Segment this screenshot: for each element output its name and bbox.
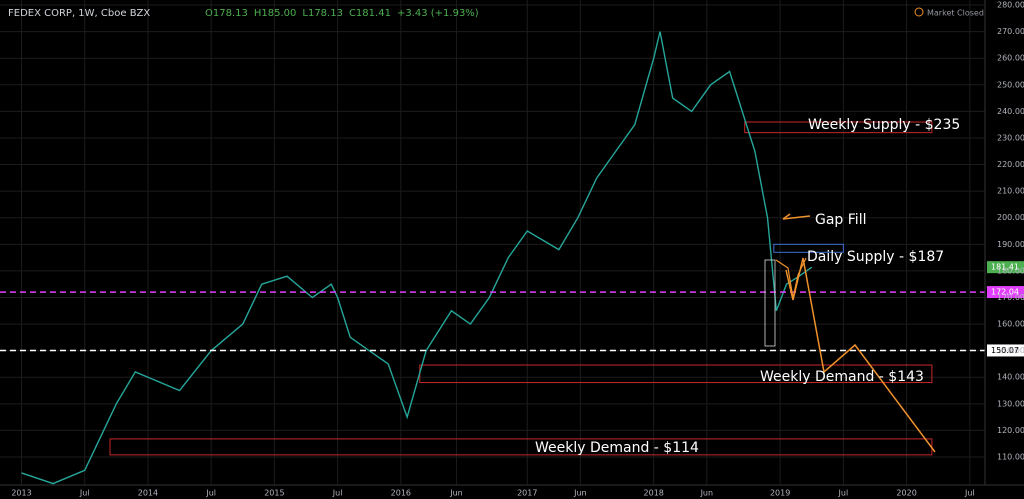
price-tag xyxy=(987,261,1024,274)
price-line xyxy=(21,31,813,485)
zone-label: Daily Supply - $187 xyxy=(807,249,944,265)
projection-arrow xyxy=(785,257,936,453)
zone-label: Weekly Demand - $143 xyxy=(760,369,924,385)
y-tick-label: 240.00 xyxy=(997,107,1024,116)
ohlc-value: O178.13 xyxy=(205,8,248,19)
x-tick-label: 2014 xyxy=(138,489,158,498)
price-tag xyxy=(987,344,1024,357)
y-tick-label: 190.00 xyxy=(997,240,1024,249)
y-tick-label: 270.00 xyxy=(997,27,1024,36)
y-tick-label: 180.00 xyxy=(997,266,1024,275)
x-tick-label: Jul xyxy=(964,489,975,498)
status-icon xyxy=(914,7,924,17)
y-tick-label: 140.00 xyxy=(997,373,1024,382)
price-tag-label: 181.41 xyxy=(991,263,1019,272)
price-tag xyxy=(987,286,1024,299)
zone-label: Weekly Supply - $235 xyxy=(808,117,960,133)
y-tick-label: 230.00 xyxy=(997,133,1024,142)
y-tick-label: 200.00 xyxy=(997,213,1024,222)
x-tick-label: 2019 xyxy=(770,489,790,498)
zone xyxy=(744,121,933,134)
y-tick-label: 110.00 xyxy=(997,452,1024,461)
x-tick-label: 2018 xyxy=(644,489,664,498)
symbol-title: FEDEX CORP, 1W, Cboe BZX xyxy=(8,8,150,19)
ohlc-value: +3.43 (+1.93%) xyxy=(397,8,479,19)
ohlc-value: H185.00 xyxy=(254,8,297,19)
y-tick-label: 120.00 xyxy=(997,426,1024,435)
x-tick-label: Jun xyxy=(449,489,463,498)
y-tick-label: 150.00 xyxy=(997,346,1024,355)
zone xyxy=(773,243,844,253)
x-tick-label: 2015 xyxy=(264,489,284,498)
x-tick-label: Jul xyxy=(79,489,90,498)
y-tick-label: 130.00 xyxy=(997,399,1024,408)
arrow xyxy=(782,215,811,220)
price-tag-label: 172.04 xyxy=(991,288,1019,297)
ohlc-value: C181.41 xyxy=(349,8,391,19)
x-tick-label: 2013 xyxy=(11,489,31,498)
y-tick-label: 220.00 xyxy=(997,160,1024,169)
x-tick-label: Jul xyxy=(205,489,216,498)
ohlc-value: L178.13 xyxy=(302,8,343,19)
y-tick-label: 210.00 xyxy=(997,187,1024,196)
arrow-head xyxy=(782,213,791,220)
x-tick-label: 2016 xyxy=(391,489,411,498)
x-tick-label: 2017 xyxy=(517,489,537,498)
zone-label: Weekly Demand - $114 xyxy=(535,440,699,456)
market-status: Market Closed xyxy=(927,9,984,18)
x-tick-label: Jul xyxy=(838,489,849,498)
price-tag-label: 150.07 xyxy=(991,346,1019,355)
x-tick-label: Jul xyxy=(332,489,343,498)
y-tick-label: 170.00 xyxy=(997,293,1024,302)
swing-arrow xyxy=(775,257,807,299)
annotation: Gap Fill xyxy=(815,212,866,228)
y-tick-label: 280.00 xyxy=(997,1,1024,10)
gap-box xyxy=(764,259,776,347)
y-tick-label: 260.00 xyxy=(997,54,1024,63)
x-tick-label: 2020 xyxy=(896,489,916,498)
y-tick-label: 160.00 xyxy=(997,320,1024,329)
y-tick-label: 250.00 xyxy=(997,80,1024,89)
x-tick-label: Jun xyxy=(700,489,714,498)
x-tick-label: Jun xyxy=(573,489,587,498)
